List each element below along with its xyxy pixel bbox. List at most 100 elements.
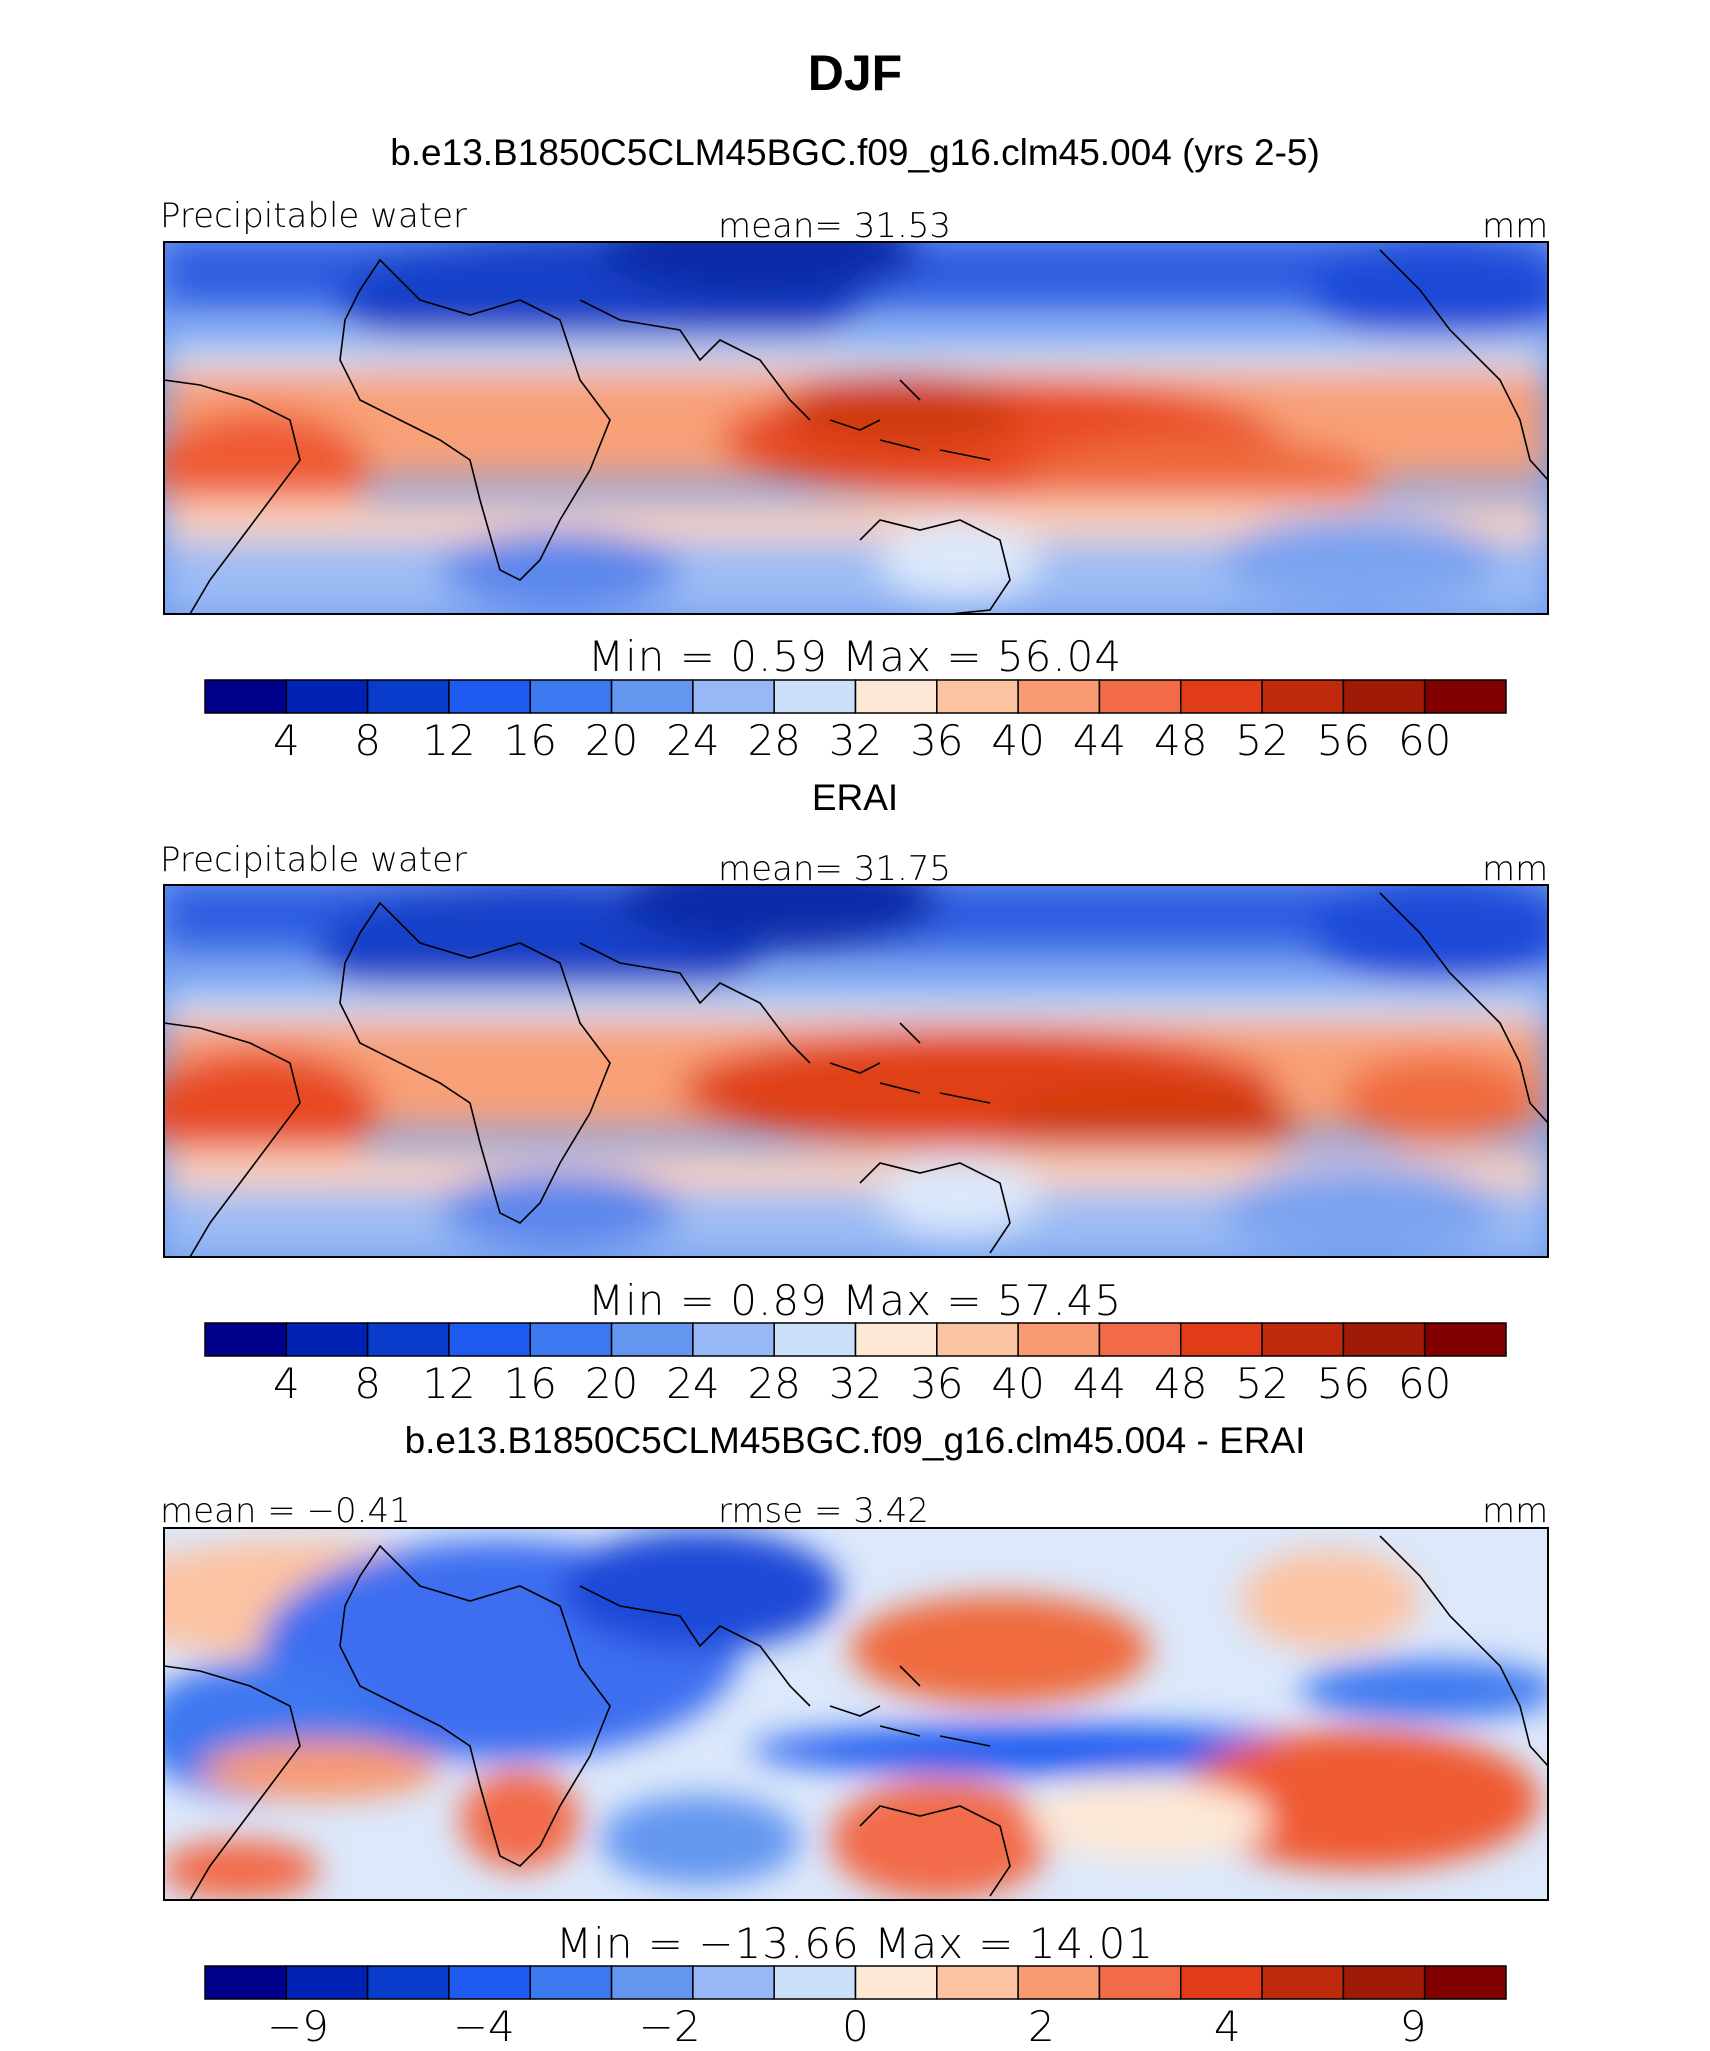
panel-1-variable-label: Precipitable water — [160, 196, 468, 236]
colorbar-tick-label: 16 — [503, 1359, 557, 1408]
colorbar-swatch — [1342, 1965, 1426, 2000]
panel-1-minmax: Min = 0.59 Max = 56.04 — [587, 632, 1123, 681]
colorbar-swatch — [692, 679, 775, 714]
colorbar-swatch — [285, 1322, 369, 1357]
colorbar-tick-label: 24 — [666, 1359, 720, 1408]
colorbar-tick-label: 0 — [842, 2002, 869, 2051]
colorbar-swatch — [773, 679, 857, 714]
colorbar-tick-label: 52 — [1235, 1359, 1289, 1408]
panel-3-rmse-label: rmse = 3.42 — [718, 1491, 929, 1531]
colorbar-tick-label: 28 — [747, 1359, 801, 1408]
colorbar-tick-label: 8 — [354, 1359, 381, 1408]
colorbar-swatch — [936, 1965, 1019, 2000]
colorbar-tick-label: 40 — [991, 1359, 1045, 1408]
colorbar-swatch — [610, 1322, 694, 1357]
colorbar-tick-label: 32 — [828, 716, 883, 765]
colorbar-swatch — [1342, 1322, 1426, 1357]
colorbar-swatch — [1423, 679, 1507, 714]
colorbar-swatch — [1423, 1965, 1507, 2000]
colorbar-tick-label: 44 — [1072, 1359, 1127, 1408]
colorbar-tick-label: 16 — [503, 716, 557, 765]
colorbar-swatch — [529, 1322, 613, 1357]
colorbar-swatch — [1017, 1965, 1101, 2000]
panel-2-mean-label: mean= 31.75 — [718, 849, 952, 889]
panel-2-minmax: Min = 0.89 Max = 57.45 — [587, 1276, 1123, 1325]
panel-3-minmax: Min = −13.66 Max = 14.01 — [555, 1919, 1155, 1968]
colorbar-tick-label: 4 — [1213, 2002, 1241, 2051]
colorbar-tick-label: 4 — [272, 716, 300, 765]
panel-2-heading: ERAI — [811, 777, 899, 818]
panel-2-units-label: mm — [1482, 849, 1549, 889]
colorbar-swatch — [529, 1965, 613, 2000]
colorbar-swatch — [692, 1965, 775, 2000]
colorbar-swatch — [1423, 1322, 1507, 1357]
colorbar-tick-label: 9 — [1399, 2002, 1427, 2051]
colorbar-tick-label: 48 — [1154, 716, 1208, 765]
colorbar-tick-label: 40 — [991, 716, 1045, 765]
colorbar-swatch — [204, 1965, 288, 2000]
colorbar-tick-label: 36 — [910, 1359, 964, 1408]
colorbar-tick-label: −9 — [266, 2002, 329, 2051]
colorbar-swatch — [854, 679, 938, 714]
colorbar-tick-label: 56 — [1316, 1359, 1371, 1408]
colorbar-swatch — [1017, 1322, 1101, 1357]
colorbar-swatch — [610, 1965, 694, 2000]
colorbar-swatch — [448, 679, 531, 714]
panel-2-variable-label: Precipitable water — [160, 840, 468, 880]
colorbar-swatch — [448, 1965, 531, 2000]
colorbar-swatch — [1180, 679, 1263, 714]
colorbar-swatch — [204, 679, 288, 714]
colorbar-swatch — [529, 679, 613, 714]
colorbar-tick-label: 12 — [422, 1359, 476, 1408]
colorbar-tick-label: 36 — [910, 716, 964, 765]
colorbar-swatch — [366, 1322, 450, 1357]
panel-3-heading: b.e13.B1850C5CLM45BGC.f09_g16.clm45.004 … — [404, 1420, 1306, 1461]
colorbar-swatch — [366, 1965, 450, 2000]
colorbar-tick-label: 56 — [1316, 716, 1371, 765]
colorbar-swatch — [1342, 679, 1426, 714]
colorbar-swatch — [692, 1322, 775, 1357]
colorbar-swatch — [936, 679, 1019, 714]
colorbar-swatch — [610, 679, 694, 714]
colorbar-swatch — [1180, 1322, 1263, 1357]
colorbar-swatch — [1261, 679, 1345, 714]
panel-3-units-label: mm — [1482, 1491, 1549, 1531]
panel-3-mean-label: mean = −0.41 — [160, 1491, 411, 1531]
colorbar-tick-label: −2 — [638, 2002, 701, 2051]
colorbar-swatch — [1180, 1965, 1263, 2000]
colorbar-tick-label: 20 — [584, 716, 639, 765]
colorbar-tick-label: 4 — [272, 1359, 300, 1408]
colorbar-tick-label: 20 — [584, 1359, 639, 1408]
colorbar-swatch — [854, 1322, 938, 1357]
colorbar-swatch — [773, 1322, 857, 1357]
panel-1-mean-label: mean= 31.53 — [718, 206, 952, 246]
colorbar-tick-label: 8 — [354, 716, 381, 765]
colorbar-swatch — [1261, 1322, 1345, 1357]
colorbar-tick-label: 60 — [1397, 1359, 1452, 1408]
colorbar-swatch — [285, 679, 369, 714]
colorbar-swatch — [204, 1322, 288, 1357]
colorbar-tick-label: −4 — [452, 2002, 515, 2051]
colorbar-tick-label: 28 — [747, 716, 801, 765]
colorbar-tick-label: 12 — [422, 716, 476, 765]
colorbar-swatch — [936, 1322, 1019, 1357]
colorbar-swatch — [1098, 1322, 1182, 1357]
panel-1-heading: b.e13.B1850C5CLM45BGC.f09_g16.clm45.004 … — [390, 132, 1320, 173]
colorbar-tick-label: 24 — [666, 716, 720, 765]
colorbar-swatch — [1017, 679, 1101, 714]
figure-title: DJF — [807, 45, 903, 101]
colorbar-tick-label: 44 — [1072, 716, 1127, 765]
colorbar-swatch — [1098, 1965, 1182, 2000]
colorbar-tick-label: 52 — [1235, 716, 1289, 765]
colorbar-swatch — [285, 1965, 369, 2000]
colorbar-tick-label: 2 — [1027, 2002, 1055, 2051]
colorbar-swatch — [1261, 1965, 1345, 2000]
colorbar-swatch — [448, 1322, 531, 1357]
colorbar-swatch — [366, 679, 450, 714]
